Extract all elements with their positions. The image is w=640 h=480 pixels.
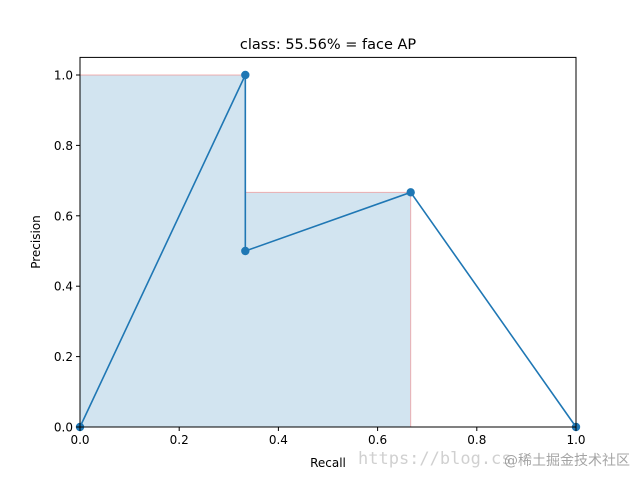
y-tick-label: 0.0: [54, 421, 73, 435]
x-tick-label: 1.0: [566, 433, 585, 447]
axes-frame: [79, 56, 577, 428]
x-tick-label: 0.4: [269, 433, 288, 447]
pr-data-point: [406, 188, 415, 197]
x-tick-label: 0.2: [170, 433, 189, 447]
y-axis-label: Precision: [29, 215, 43, 269]
y-tick-label: 0.8: [54, 139, 73, 153]
y-tick-label: 0.2: [54, 350, 73, 364]
y-tick-label: 0.6: [54, 209, 73, 223]
y-tick-label: 0.4: [54, 280, 73, 294]
x-axis-label: Recall: [310, 456, 346, 470]
pr-data-point: [241, 70, 250, 80]
y-tick-label: 1.0: [54, 69, 73, 83]
x-tick-label: 0.0: [70, 433, 89, 447]
x-tick-label: 0.6: [368, 433, 387, 447]
watermark-brand: @稀土掘金技术社区: [504, 453, 630, 469]
chart-title: class: 55.56% = face AP: [240, 37, 417, 53]
watermark-url: https://blog.cs: [358, 449, 512, 469]
x-tick-label: 0.8: [467, 433, 486, 447]
pr-data-point: [241, 246, 250, 256]
